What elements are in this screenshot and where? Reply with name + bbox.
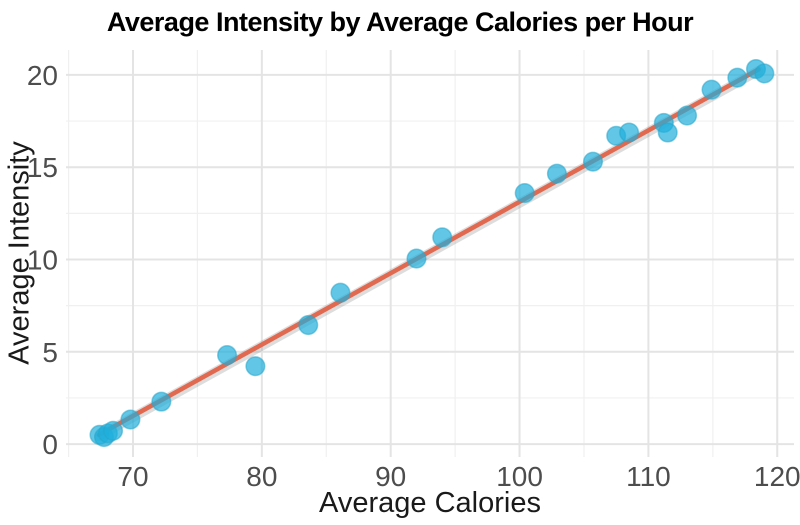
x-tick-label: 70 [117,461,148,492]
data-point [657,122,678,143]
data-point [120,409,141,430]
y-axis-title: Average Intensity [3,141,36,365]
x-tick-label: 120 [754,461,800,492]
data-point [546,163,567,184]
x-tick-label: 100 [496,461,543,492]
x-tick-label: 110 [626,461,671,492]
x-axis-title: Average Calories [319,487,541,519]
y-tick-label: 5 [42,337,58,368]
data-point [514,182,535,204]
data-point [754,63,775,84]
chart-title: Average Intensity by Average Calories pe… [106,7,694,37]
data-point [245,356,266,377]
x-tick-label: 90 [375,461,406,492]
data-point [619,122,640,143]
y-tick-label: 0 [42,429,58,460]
data-point [432,227,453,248]
y-tick-label: 15 [27,152,58,183]
data-point [298,314,319,336]
y-tick-label: 10 [27,244,58,275]
data-point [727,67,748,88]
data-point [330,282,351,303]
data-point [217,345,238,366]
data-point [406,248,427,269]
data-point [151,391,172,412]
data-point [102,420,124,441]
data-point [677,105,698,126]
y-tick-label: 20 [27,60,58,91]
trend-line [96,67,761,438]
data-point [582,151,604,172]
x-tick-label: 80 [246,461,277,492]
data-point [701,79,722,100]
